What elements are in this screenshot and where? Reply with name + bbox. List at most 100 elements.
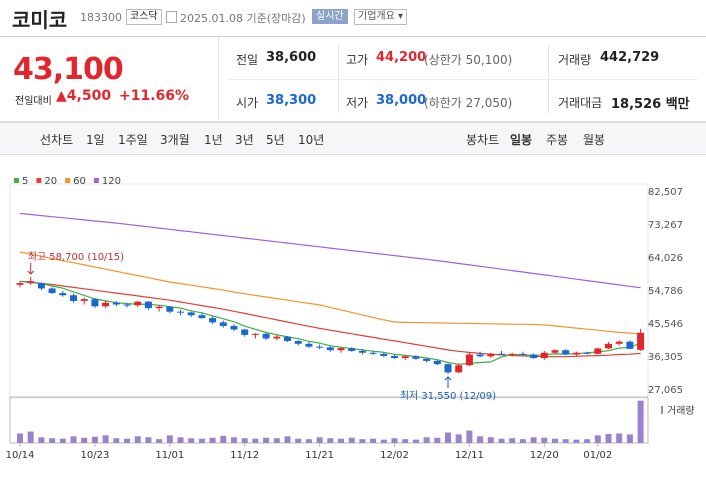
quote-note: (하한가 27,050) (424, 96, 513, 110)
candle-body (562, 350, 570, 355)
volume-bar (626, 434, 633, 443)
candle-body (198, 315, 206, 319)
realtime-button[interactable]: 실시간 (312, 9, 348, 24)
chart: 5 20 60 120 27,065 36,305 45,546 54,786 64,026 73… (6, 176, 695, 461)
volume-bar (584, 439, 591, 443)
candle-body (251, 333, 259, 335)
low-annotation: 최저 31,550 (12/09) (400, 390, 496, 402)
x-tick-label: 12/20 (530, 450, 559, 461)
candle-body (91, 299, 99, 307)
volume-bar (594, 435, 601, 443)
tab[interactable]: 월봉 (583, 133, 606, 147)
candle-body (262, 333, 270, 339)
calendar-icon (166, 11, 177, 23)
quote-label: 거래량 (558, 53, 592, 67)
volume-bar (370, 438, 377, 443)
candle-body (59, 293, 67, 296)
quote-label: 저가 (346, 96, 369, 110)
volume-bar (252, 438, 259, 443)
candle-body (465, 354, 473, 366)
candle-body (530, 354, 538, 359)
candle-body (48, 288, 56, 294)
candle-body (316, 346, 324, 348)
quote-value: 44,200 (376, 50, 427, 65)
volume-bar (445, 432, 451, 443)
volume-bar (241, 438, 248, 443)
volume-bar (91, 436, 98, 443)
ma-line (19, 280, 641, 365)
candle-body (284, 336, 291, 341)
volume-bar (487, 437, 494, 443)
volume-bar (231, 437, 237, 443)
volume-bar (70, 436, 77, 443)
candle-body (80, 299, 88, 301)
volume-bar (188, 438, 195, 443)
tab[interactable]: 일봉 (510, 133, 533, 147)
tab[interactable]: 3년 (235, 133, 254, 147)
candle-body (305, 343, 313, 347)
price: 43,100 (13, 52, 124, 87)
legend-label: 120 (102, 176, 121, 187)
quote-value: 38,300 (266, 93, 317, 108)
divider (218, 37, 219, 120)
plot-frame (9, 183, 649, 399)
change-rate: +11.66% (119, 88, 190, 104)
company-button[interactable]: 기업개요 ▾ (354, 9, 408, 25)
x-tick-label: 11/21 (305, 450, 334, 461)
legend-label: 5 (22, 176, 28, 187)
low-arrow (444, 376, 452, 388)
volume-bar (519, 439, 526, 443)
volume-bar (359, 439, 366, 443)
candle-body (583, 352, 591, 354)
candle-body (112, 302, 120, 305)
quote-panel (0, 36, 706, 122)
y-tick-label: 45,546 (648, 319, 683, 330)
candle-body (594, 348, 602, 354)
tab[interactable]: 10년 (298, 133, 325, 147)
tab[interactable]: 주봉 (546, 133, 569, 147)
stock-code: 183300 (80, 11, 122, 24)
divider (228, 79, 698, 80)
candle-body (155, 306, 163, 309)
volume-bar (316, 437, 323, 443)
candle-body (187, 312, 195, 316)
candle-body (551, 350, 559, 353)
volume-bar (327, 438, 334, 443)
volume-label: 거래량 (667, 405, 695, 417)
candle-body (337, 348, 345, 351)
volume-bar (17, 433, 23, 443)
tab[interactable]: 1주일 (118, 133, 148, 147)
volume-bar (477, 436, 484, 443)
change-label: 전일대비 (15, 96, 52, 107)
ma-line (19, 212, 641, 289)
change: ▲4,500 (56, 88, 112, 104)
volume-bar (412, 439, 419, 443)
tab[interactable]: 5년 (266, 133, 285, 147)
volume-bar (38, 437, 45, 443)
candle-body (380, 353, 388, 356)
volume-bar (220, 435, 227, 443)
candle-body (476, 354, 484, 357)
candle-body (519, 353, 527, 355)
x-tick-label: 11/01 (155, 450, 184, 461)
volume-bar (434, 437, 441, 443)
tab: 선차트 (40, 133, 74, 147)
tab[interactable]: 1일 (86, 133, 105, 147)
candle-body (123, 304, 131, 306)
candle-body (37, 283, 45, 289)
candle-body (455, 365, 463, 373)
tab[interactable]: 3개월 (160, 133, 190, 147)
tab[interactable]: 1년 (204, 133, 223, 147)
ma-line (19, 280, 641, 358)
candle-body (348, 348, 356, 351)
legend-label: 60 (73, 176, 86, 187)
ma-line (19, 251, 641, 335)
legend-swatch (36, 178, 42, 183)
candle-body (27, 281, 35, 284)
quote-note: (상한가 50,100) (424, 53, 513, 67)
quote-value: 442,729 (600, 50, 660, 65)
y-tick-label: 36,305 (648, 352, 683, 363)
volume-bar (402, 439, 409, 443)
legend-swatch (65, 178, 71, 183)
volume-bar (209, 437, 216, 443)
